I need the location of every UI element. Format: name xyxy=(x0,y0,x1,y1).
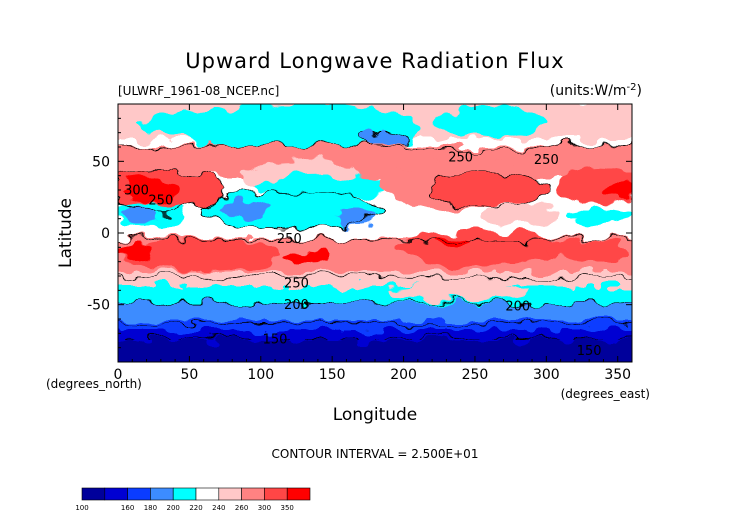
contour-label: 250 xyxy=(448,150,473,165)
contour-label: 200 xyxy=(505,299,530,314)
x-tick-label: 0 xyxy=(114,367,123,383)
colorbar-swatch xyxy=(195,487,220,501)
y-axis: -50 0 50 xyxy=(87,117,632,349)
y-unit-label: (degrees_north) xyxy=(46,377,142,391)
contour-label: 150 xyxy=(263,332,288,347)
colorbar: 100 160 180 200 220 240 260 300 350 xyxy=(75,487,311,512)
contour-label: 300 xyxy=(124,183,149,198)
x-tick-label: 250 xyxy=(462,367,489,383)
contour-label: 150 xyxy=(577,344,602,359)
colorbar-tick-label: 240 xyxy=(212,504,225,512)
x-tick-label: 200 xyxy=(390,367,417,383)
y-tick-label: 0 xyxy=(101,226,110,242)
x-tick-label: 350 xyxy=(604,367,631,383)
x-axis-label: Longitude xyxy=(333,405,418,425)
colorbar-swatch xyxy=(241,487,265,501)
contour-label: 250 xyxy=(277,232,302,247)
file-label: [ULWRF_1961-08_NCEP.nc] xyxy=(118,84,279,98)
colorbar-swatch xyxy=(286,487,311,501)
contour-label: 250 xyxy=(284,276,309,291)
y-axis-label: Latitude xyxy=(56,198,76,268)
contour-interval: CONTOUR INTERVAL = 2.500E+01 xyxy=(272,447,479,461)
colorbar-tick-label: 160 xyxy=(121,504,134,512)
colorbar-tick-label: 300 xyxy=(258,504,271,512)
x-tick-label: 150 xyxy=(319,367,346,383)
colorbar-tick-label: 200 xyxy=(167,504,180,512)
units-label: (units:W/m-2) xyxy=(550,82,642,99)
y-tick-label: -50 xyxy=(87,298,110,314)
colorbar-swatch xyxy=(81,487,106,501)
colorbar-swatch xyxy=(150,487,174,501)
colorbar-swatch xyxy=(264,487,288,501)
heatmap-field xyxy=(118,104,632,362)
x-axis: 0 50 100 150 200 250 300 350 xyxy=(114,104,631,383)
colorbar-swatch xyxy=(127,487,151,501)
contour-label: 250 xyxy=(534,153,559,168)
chart-title: Upward Longwave Radiation Flux xyxy=(185,49,564,73)
colorbar-tick-label: 220 xyxy=(189,504,202,512)
colorbar-tick-label: 350 xyxy=(281,504,294,512)
colorbar-tick-label: 100 xyxy=(75,504,88,512)
contour-label: 200 xyxy=(284,298,309,313)
x-tick-label: 50 xyxy=(180,367,198,383)
x-tick-label: 300 xyxy=(533,367,560,383)
colorbar-swatch xyxy=(218,487,242,501)
colorbar-swatch xyxy=(104,487,128,501)
colorbar-swatch xyxy=(172,487,197,501)
colorbar-tick-label: 260 xyxy=(235,504,248,512)
x-tick-label: 100 xyxy=(247,367,274,383)
contour-label: 250 xyxy=(148,193,173,208)
colorbar-tick-label: 180 xyxy=(144,504,157,512)
x-unit-label: (degrees_east) xyxy=(561,387,650,401)
y-tick-label: 50 xyxy=(92,154,110,170)
